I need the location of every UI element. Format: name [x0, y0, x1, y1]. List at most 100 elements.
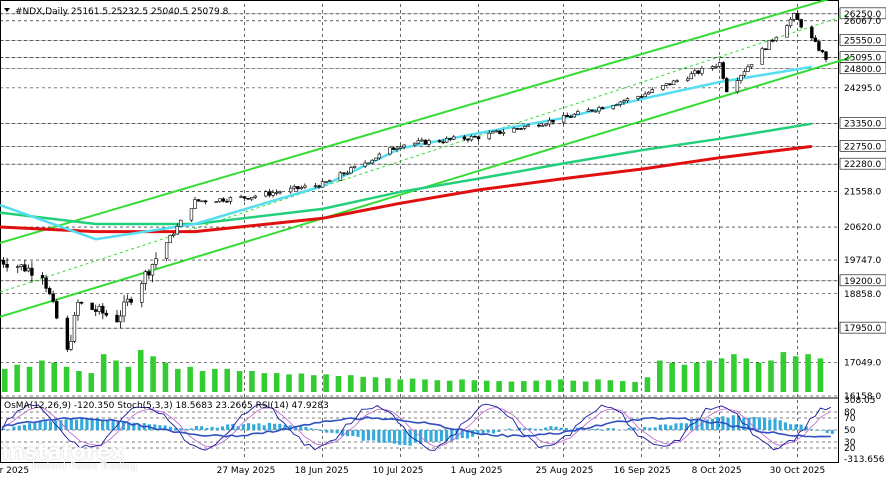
osma-bar: [408, 430, 412, 446]
candle-body: [264, 191, 268, 197]
price-tick-label: 25095.0: [844, 54, 881, 64]
osma-bar: [304, 426, 308, 430]
osma-bar: [518, 427, 522, 430]
volume-bar: [755, 362, 762, 392]
osma-bar: [815, 430, 819, 431]
osma-bar: [752, 416, 756, 430]
candle-body: [374, 157, 378, 161]
volume-bar: [224, 368, 231, 392]
candle-body: [565, 115, 569, 117]
osma-bar: [330, 430, 334, 433]
osma-bar: [544, 427, 548, 430]
trend-dashed-line: [0, 13, 851, 293]
candle-body: [324, 181, 328, 183]
osma-bar: [309, 428, 313, 430]
osma-bar: [74, 419, 79, 430]
osma-bar: [596, 428, 600, 430]
osma-bar: [64, 419, 68, 430]
osma-bar: [736, 415, 741, 430]
candle-body: [214, 201, 218, 203]
osma-bar: [299, 426, 303, 430]
candle-body: [221, 198, 226, 202]
candle-body: [47, 288, 52, 295]
candle-body: [824, 51, 828, 60]
candle-body: [143, 271, 148, 284]
osma-bar: [570, 429, 574, 430]
osc-tick-label: 70: [844, 414, 856, 424]
candle-body: [661, 84, 665, 90]
osma-bar: [377, 430, 381, 443]
candle-body: [253, 195, 257, 198]
osma-bar: [12, 426, 16, 430]
osma-bar: [262, 425, 266, 430]
osma-bar: [189, 428, 193, 430]
candle-body: [299, 187, 304, 190]
osma-bar: [533, 428, 537, 430]
osma-bar: [252, 424, 256, 430]
candle-body: [444, 138, 449, 143]
osma-bar: [48, 421, 53, 430]
candle-body: [118, 315, 123, 323]
candle-body: [129, 298, 133, 303]
candle-body: [65, 317, 70, 350]
osma-bar: [648, 427, 652, 430]
candle-body: [363, 162, 367, 167]
candle-body: [501, 131, 506, 134]
candle-body: [700, 67, 704, 74]
volume-bar: [718, 358, 725, 392]
candle-body: [398, 146, 403, 149]
osma-bar: [653, 427, 657, 430]
candle-body: [19, 264, 23, 267]
osma-bar: [200, 426, 204, 430]
candle-body: [303, 185, 307, 188]
price-tick-label: 17950.0: [844, 324, 881, 334]
candle-body: [810, 26, 814, 39]
candle-body: [370, 159, 374, 164]
volume-bar: [508, 381, 515, 392]
volume-bar: [644, 377, 651, 392]
candle-body: [771, 40, 775, 42]
volume-bar: [137, 350, 144, 392]
candle-body: [0, 259, 2, 262]
candle-body: [526, 124, 530, 127]
osma-bar: [340, 430, 344, 436]
candle-body: [179, 219, 183, 227]
osma-bar: [554, 426, 558, 430]
candle-body: [427, 140, 431, 145]
price-tick-label: 26067.0: [844, 17, 881, 27]
volume-bar: [792, 356, 799, 392]
candle-body: [267, 191, 272, 196]
plot-frame: [0, 0, 839, 463]
osma-bar: [632, 427, 636, 430]
volume-bar: [273, 373, 280, 392]
candle-body: [615, 104, 619, 106]
candle-body: [686, 78, 690, 81]
candle-body: [97, 305, 101, 312]
osma-bar: [424, 430, 428, 443]
osma-bar: [278, 423, 282, 430]
osma-bar: [591, 429, 595, 430]
osma-bar: [293, 427, 298, 430]
osma-bar: [372, 430, 376, 441]
volume-bar: [236, 371, 243, 392]
osma-bar: [28, 423, 32, 430]
candle-body: [795, 13, 800, 20]
osma-bar: [22, 424, 26, 430]
candle-body: [466, 138, 470, 141]
osma-bar: [763, 417, 767, 430]
osma-bar: [413, 430, 417, 443]
symbol-header: #NDX,Daily 25161.5 25232.5 25040.5 25079…: [15, 7, 229, 17]
osma-bar: [220, 426, 225, 430]
osma-bar: [226, 424, 230, 430]
osma-bar: [356, 430, 360, 437]
osma-bar: [747, 417, 751, 430]
osma-bar: [319, 430, 324, 431]
osma-bar: [288, 425, 292, 430]
candle-body: [597, 107, 601, 112]
volume-bar: [113, 360, 119, 392]
volume-bar: [817, 358, 824, 392]
candle-body: [710, 66, 715, 69]
candle-body: [79, 301, 84, 304]
osma-bar: [465, 430, 470, 439]
